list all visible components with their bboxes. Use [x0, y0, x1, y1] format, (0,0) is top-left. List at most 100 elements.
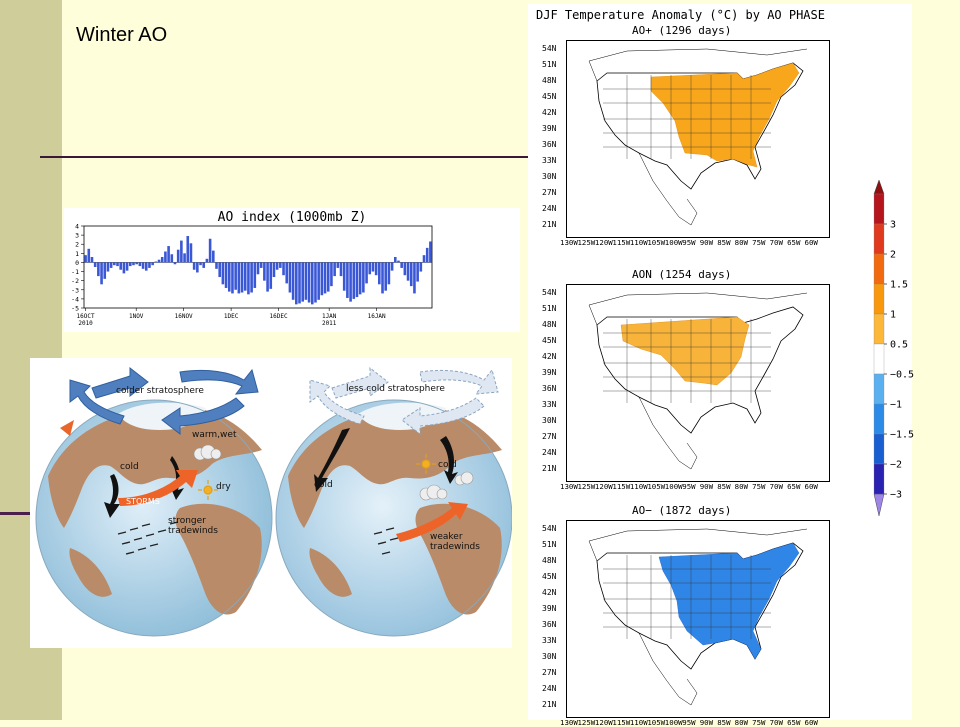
- ao-bar: [128, 262, 132, 267]
- ao-bar: [384, 262, 388, 291]
- ao-bar: [320, 262, 324, 296]
- ao-bar: [291, 262, 295, 300]
- right-tradewind-marks: [373, 527, 399, 555]
- ao-bar: [355, 262, 359, 298]
- ao-y-tick: 1: [75, 250, 79, 258]
- lat-label: 51N: [542, 304, 557, 313]
- lon-label: 125W: [577, 482, 596, 491]
- ao-index-chart: 4 3 2 1 0 -1 -2 -3 -4 -5 16OCT 2010 1NOV 16NOV 1DEC 16D…: [64, 208, 520, 332]
- lat-label: 33N: [542, 400, 557, 409]
- colorbar-label: −2: [890, 460, 902, 471]
- ao-bar: [189, 243, 193, 263]
- lat-label: 42N: [542, 108, 557, 117]
- ao-bar: [247, 262, 250, 295]
- ao-globes-illustration: STORMS: [30, 358, 512, 648]
- ao-bar: [272, 262, 276, 278]
- colorbar-label: 1: [890, 310, 896, 321]
- ao-bar: [186, 236, 190, 263]
- right-sun-icon: [416, 454, 436, 474]
- lat-label: 54N: [542, 524, 557, 533]
- ao-bar: [307, 262, 311, 303]
- ao-bar: [141, 262, 145, 269]
- ao-bar: [374, 262, 378, 276]
- ao-bar: [266, 262, 269, 292]
- ao-bar: [368, 262, 372, 275]
- anomaly-map: [566, 520, 830, 718]
- ao-bar: [224, 262, 228, 288]
- ao-y-tick: -3: [71, 286, 79, 294]
- ao-bar: [208, 238, 212, 263]
- ao-bar: [192, 262, 196, 270]
- lat-label: 48N: [542, 556, 557, 565]
- ao-bar: [269, 262, 273, 289]
- ao-y-tick: -1: [71, 268, 79, 276]
- lat-label: 36N: [542, 384, 557, 393]
- lon-label: 100W: [664, 718, 683, 727]
- ao-x-tick: 1DEC: [224, 313, 239, 320]
- ao-bar: [352, 262, 356, 299]
- ao-bar: [173, 262, 177, 265]
- state-boundaries: [603, 555, 771, 639]
- ao-bar: [378, 262, 381, 285]
- ao-bar: [113, 262, 116, 266]
- ao-bar: [358, 262, 362, 295]
- ao-bar: [256, 262, 260, 275]
- ao-x-tick: 16NOV: [175, 313, 193, 320]
- lat-label: 54N: [542, 288, 557, 297]
- ao-bar: [333, 262, 336, 277]
- lon-label: 90W: [699, 718, 714, 727]
- lon-label: 125W: [577, 238, 596, 247]
- ao-bar: [253, 262, 257, 288]
- ao-bar: [164, 251, 167, 263]
- ao-bar: [326, 262, 330, 292]
- lat-label: 39N: [542, 368, 557, 377]
- colorbar-segment: [873, 223, 885, 255]
- ao-bar: [259, 262, 263, 268]
- ao-bar: [371, 262, 375, 272]
- lat-label: 45N: [542, 336, 557, 345]
- lon-label: 110W: [629, 482, 648, 491]
- colorbar-label: −3: [890, 490, 902, 501]
- lat-label: 51N: [542, 540, 557, 549]
- ao-bar: [97, 262, 100, 277]
- ao-bar: [285, 262, 289, 284]
- ao-y-tick: -2: [71, 277, 79, 285]
- colorbar-label: −1.5: [890, 430, 914, 441]
- ao-bar: [240, 262, 244, 293]
- ao-x-tick: 16DEC: [270, 313, 288, 320]
- ao-bar: [144, 262, 148, 271]
- right-circulation-arrows: [309, 366, 499, 436]
- lon-label: 95W: [682, 482, 696, 491]
- cold-left-label: cold: [120, 462, 139, 472]
- colorbar-label: 2: [890, 250, 896, 261]
- ao-bar: [231, 262, 234, 294]
- colorbar-segment: [873, 403, 885, 435]
- ao-bar: [157, 259, 161, 263]
- anomaly-region: [620, 316, 750, 386]
- ao-bar: [342, 262, 346, 291]
- colorbar-segment: [873, 463, 885, 495]
- ao-y-tick: -4: [71, 295, 79, 303]
- ao-bar: [403, 262, 407, 276]
- lon-label: 80W: [734, 238, 749, 247]
- lon-label: 75W: [752, 238, 766, 247]
- stronger-tradewinds-label: stronger tradewinds: [168, 516, 218, 536]
- ao-bar: [170, 254, 174, 263]
- ao-bar: [275, 262, 279, 270]
- ao-bar: [227, 262, 231, 292]
- lon-label: 80W: [734, 482, 749, 491]
- lat-label: 21N: [542, 700, 557, 709]
- ao-bar: [323, 262, 327, 294]
- ao-bar: [346, 262, 349, 298]
- lon-label: 90W: [699, 482, 714, 491]
- lat-label: 30N: [542, 172, 557, 181]
- lon-label: 100W: [664, 482, 683, 491]
- colorbar-segment: [873, 433, 885, 465]
- left-circulation-arrows: [69, 366, 259, 436]
- colorbar-top-arrow: [873, 180, 885, 195]
- ao-bar: [397, 260, 400, 263]
- ao-x-tick-year: 2011: [322, 320, 337, 327]
- ao-bar: [349, 262, 352, 302]
- colorbar-segment: [873, 283, 885, 315]
